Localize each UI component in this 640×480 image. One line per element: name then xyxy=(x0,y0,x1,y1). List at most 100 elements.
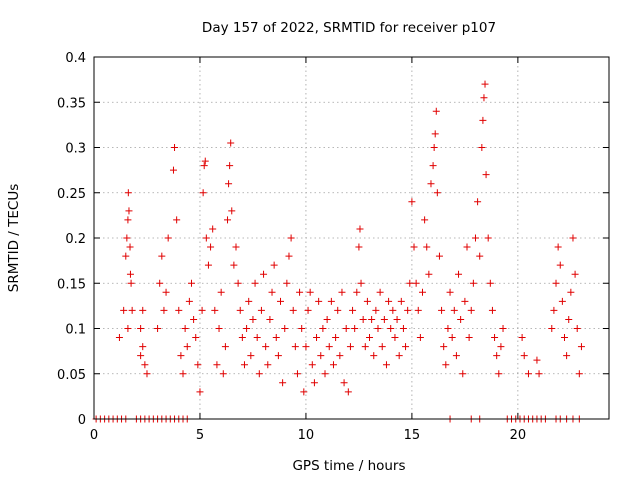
data-point xyxy=(554,243,562,251)
data-point xyxy=(296,288,304,296)
data-point xyxy=(268,288,276,296)
data-point xyxy=(412,279,420,287)
data-point xyxy=(353,288,361,296)
data-point xyxy=(399,325,407,332)
data-point xyxy=(495,370,503,378)
data-point xyxy=(139,343,147,351)
data-points xyxy=(92,80,585,423)
data-point xyxy=(240,361,248,369)
data-point xyxy=(577,343,585,351)
data-point xyxy=(461,297,469,305)
data-point xyxy=(283,279,291,287)
data-point xyxy=(465,334,473,342)
data-point xyxy=(446,288,454,296)
data-point xyxy=(467,306,475,314)
data-point xyxy=(395,352,403,360)
data-point xyxy=(123,234,131,242)
data-point xyxy=(361,343,369,351)
data-point xyxy=(338,288,346,296)
data-point xyxy=(385,297,393,305)
data-point xyxy=(315,297,323,305)
data-point xyxy=(548,325,556,332)
data-point xyxy=(558,297,566,305)
data-point xyxy=(448,334,456,342)
data-point xyxy=(287,234,295,242)
data-point xyxy=(128,306,136,314)
data-point xyxy=(486,279,494,287)
data-point xyxy=(482,171,490,179)
data-point xyxy=(285,252,293,260)
y-tick-label: 0 xyxy=(78,413,86,428)
data-point xyxy=(524,370,532,378)
data-point xyxy=(306,288,314,296)
data-point xyxy=(187,279,195,287)
data-point xyxy=(452,352,460,360)
data-point xyxy=(122,252,130,260)
data-point xyxy=(423,243,431,251)
data-point xyxy=(387,325,395,332)
data-point xyxy=(573,325,581,332)
data-point xyxy=(357,279,365,287)
data-point xyxy=(124,189,132,197)
data-point xyxy=(336,352,344,360)
data-point xyxy=(425,270,433,278)
data-point xyxy=(380,315,388,323)
data-point xyxy=(535,370,543,378)
data-point xyxy=(175,306,183,314)
data-point xyxy=(455,270,463,278)
data-point xyxy=(359,315,367,323)
x-tick-label: 20 xyxy=(510,428,527,443)
data-point xyxy=(213,361,221,369)
data-point xyxy=(366,334,374,342)
data-point xyxy=(221,343,229,351)
data-point xyxy=(272,334,280,342)
data-point xyxy=(391,334,399,342)
data-point xyxy=(469,279,477,287)
data-point xyxy=(520,352,528,360)
data-point xyxy=(418,288,426,296)
data-point xyxy=(481,80,489,88)
data-point xyxy=(493,352,501,360)
data-point xyxy=(209,225,217,233)
data-point xyxy=(266,315,274,323)
data-point xyxy=(125,207,133,215)
data-point xyxy=(346,343,354,351)
data-point xyxy=(262,343,270,351)
data-point xyxy=(277,297,285,305)
data-point xyxy=(215,325,223,332)
data-point xyxy=(217,288,225,296)
data-point xyxy=(291,343,299,351)
data-point xyxy=(569,234,577,242)
data-point xyxy=(416,334,424,342)
data-point xyxy=(185,297,193,305)
data-point xyxy=(137,325,145,332)
data-point xyxy=(249,315,257,323)
data-point xyxy=(126,270,134,278)
data-point xyxy=(270,261,278,269)
data-point xyxy=(207,243,215,251)
data-point xyxy=(325,343,333,351)
data-point xyxy=(257,306,265,314)
y-tick-label: 0.4 xyxy=(65,51,86,66)
data-point xyxy=(179,370,187,378)
data-point xyxy=(304,306,312,314)
data-point xyxy=(323,315,331,323)
data-point xyxy=(115,334,123,342)
data-point xyxy=(560,334,568,342)
data-point xyxy=(421,216,429,224)
data-point xyxy=(410,243,418,251)
data-point xyxy=(431,130,439,138)
data-point xyxy=(404,306,412,314)
data-point xyxy=(228,207,236,215)
data-point xyxy=(463,243,471,251)
data-point xyxy=(393,315,401,323)
data-point xyxy=(164,234,172,242)
data-point xyxy=(243,325,251,332)
data-point xyxy=(334,306,342,314)
data-point xyxy=(317,352,325,360)
data-point xyxy=(484,234,492,242)
data-point xyxy=(430,144,438,151)
data-point xyxy=(204,261,212,269)
data-point xyxy=(173,216,181,224)
data-point xyxy=(245,297,253,305)
